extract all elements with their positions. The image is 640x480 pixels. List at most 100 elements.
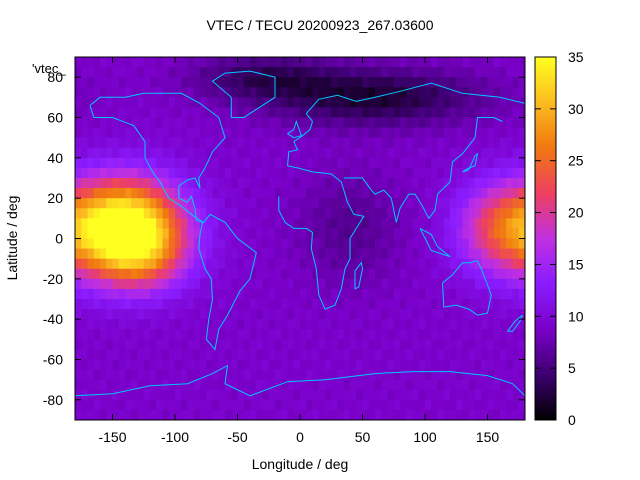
heatmap-cell	[518, 147, 525, 159]
heatmap-cell	[368, 268, 376, 280]
heatmap-cell	[275, 77, 282, 88]
heatmap-cell	[387, 198, 395, 209]
heatmap-cell	[125, 67, 132, 78]
heatmap-cell	[156, 178, 164, 189]
heatmap-cell	[75, 238, 82, 250]
heatmap-cell	[156, 238, 164, 250]
heatmap-cell	[331, 57, 339, 68]
heatmap-cell	[225, 389, 232, 401]
heatmap-cell	[256, 77, 264, 88]
heatmap-cell	[206, 157, 214, 169]
heatmap-cell	[225, 97, 232, 109]
heatmap-cell	[425, 188, 432, 199]
heatmap-cell	[387, 57, 395, 68]
heatmap-cell	[412, 87, 420, 98]
heatmap-cell	[293, 127, 301, 139]
heatmap-cell	[250, 97, 257, 109]
heatmap-cell	[162, 268, 170, 280]
heatmap-cell	[250, 399, 257, 411]
heatmap-cell	[293, 379, 301, 391]
heatmap-cell	[362, 248, 370, 260]
heatmap-cell	[437, 77, 445, 88]
heatmap-cell	[368, 278, 376, 290]
heatmap-cell	[518, 359, 525, 371]
heatmap-cell	[412, 218, 420, 230]
heatmap-cell	[206, 288, 214, 300]
heatmap-cell	[187, 258, 195, 270]
heatmap-cell	[362, 188, 370, 199]
heatmap-cell	[281, 127, 289, 139]
heatmap-cell	[262, 369, 270, 381]
heatmap-cell	[350, 178, 357, 189]
heatmap-cell	[150, 228, 157, 240]
heatmap-cell	[418, 67, 426, 78]
heatmap-cell	[337, 248, 345, 260]
heatmap-cell	[381, 379, 389, 391]
heatmap-cell	[175, 409, 182, 420]
heatmap-cell	[281, 389, 289, 401]
heatmap-cell	[306, 218, 314, 230]
heatmap-cell	[443, 198, 451, 209]
heatmap-cell	[518, 87, 525, 98]
heatmap-cell	[306, 359, 314, 371]
heatmap-cell	[81, 97, 89, 109]
heatmap-cell	[518, 379, 525, 391]
heatmap-cell	[437, 137, 445, 149]
heatmap-cell	[93, 117, 101, 129]
heatmap-cell	[300, 309, 307, 320]
heatmap-cell	[312, 389, 320, 401]
heatmap-cell	[481, 359, 489, 371]
heatmap-cell	[318, 198, 326, 209]
heatmap-cell	[418, 198, 426, 209]
heatmap-cell	[481, 379, 489, 391]
heatmap-cell	[500, 127, 507, 139]
heatmap-cell	[212, 319, 220, 330]
heatmap-cell	[412, 369, 420, 381]
heatmap-cell	[350, 409, 357, 420]
heatmap-cell	[87, 379, 95, 391]
heatmap-cell	[481, 198, 489, 209]
heatmap-cell	[500, 268, 507, 280]
heatmap-cell	[281, 248, 289, 260]
heatmap-cell	[481, 228, 489, 240]
heatmap-cell	[150, 319, 157, 330]
heatmap-cell	[275, 359, 282, 371]
heatmap-cell	[343, 319, 351, 330]
heatmap-cell	[343, 147, 351, 159]
heatmap-cell	[356, 319, 364, 330]
heatmap-cell	[200, 299, 207, 310]
heatmap-cell	[181, 188, 189, 199]
heatmap-cell	[275, 218, 282, 230]
heatmap-cell	[462, 399, 470, 411]
colorbar-tick-label: 30	[568, 101, 584, 117]
heatmap-cell	[350, 97, 357, 109]
heatmap-cell	[400, 228, 407, 240]
heatmap-cell	[506, 268, 514, 280]
heatmap-cell	[150, 137, 157, 149]
heatmap-cell	[93, 228, 101, 240]
heatmap-cell	[106, 77, 114, 88]
heatmap-cell	[275, 137, 282, 149]
heatmap-cell	[231, 399, 239, 411]
heatmap-cell	[418, 77, 426, 88]
heatmap-cell	[393, 258, 401, 270]
heatmap-cell	[281, 339, 289, 351]
heatmap-cell	[131, 248, 139, 260]
heatmap-cell	[237, 319, 245, 330]
heatmap-cell	[268, 268, 276, 280]
heatmap-cell	[81, 329, 89, 340]
heatmap-cell	[143, 248, 151, 260]
heatmap-cell	[356, 228, 364, 240]
heatmap-cell	[443, 288, 451, 300]
heatmap-cell	[300, 339, 307, 351]
heatmap-cell	[287, 228, 295, 240]
heatmap-cell	[256, 117, 264, 129]
heatmap-cell	[450, 87, 457, 98]
heatmap-cell	[187, 409, 195, 420]
colorbar-tick-label: 0	[568, 412, 576, 428]
heatmap-cell	[343, 268, 351, 280]
heatmap-cell	[156, 299, 164, 310]
heatmap-cell	[381, 57, 389, 68]
heatmap-cell	[231, 248, 239, 260]
heatmap-cell	[368, 188, 376, 199]
